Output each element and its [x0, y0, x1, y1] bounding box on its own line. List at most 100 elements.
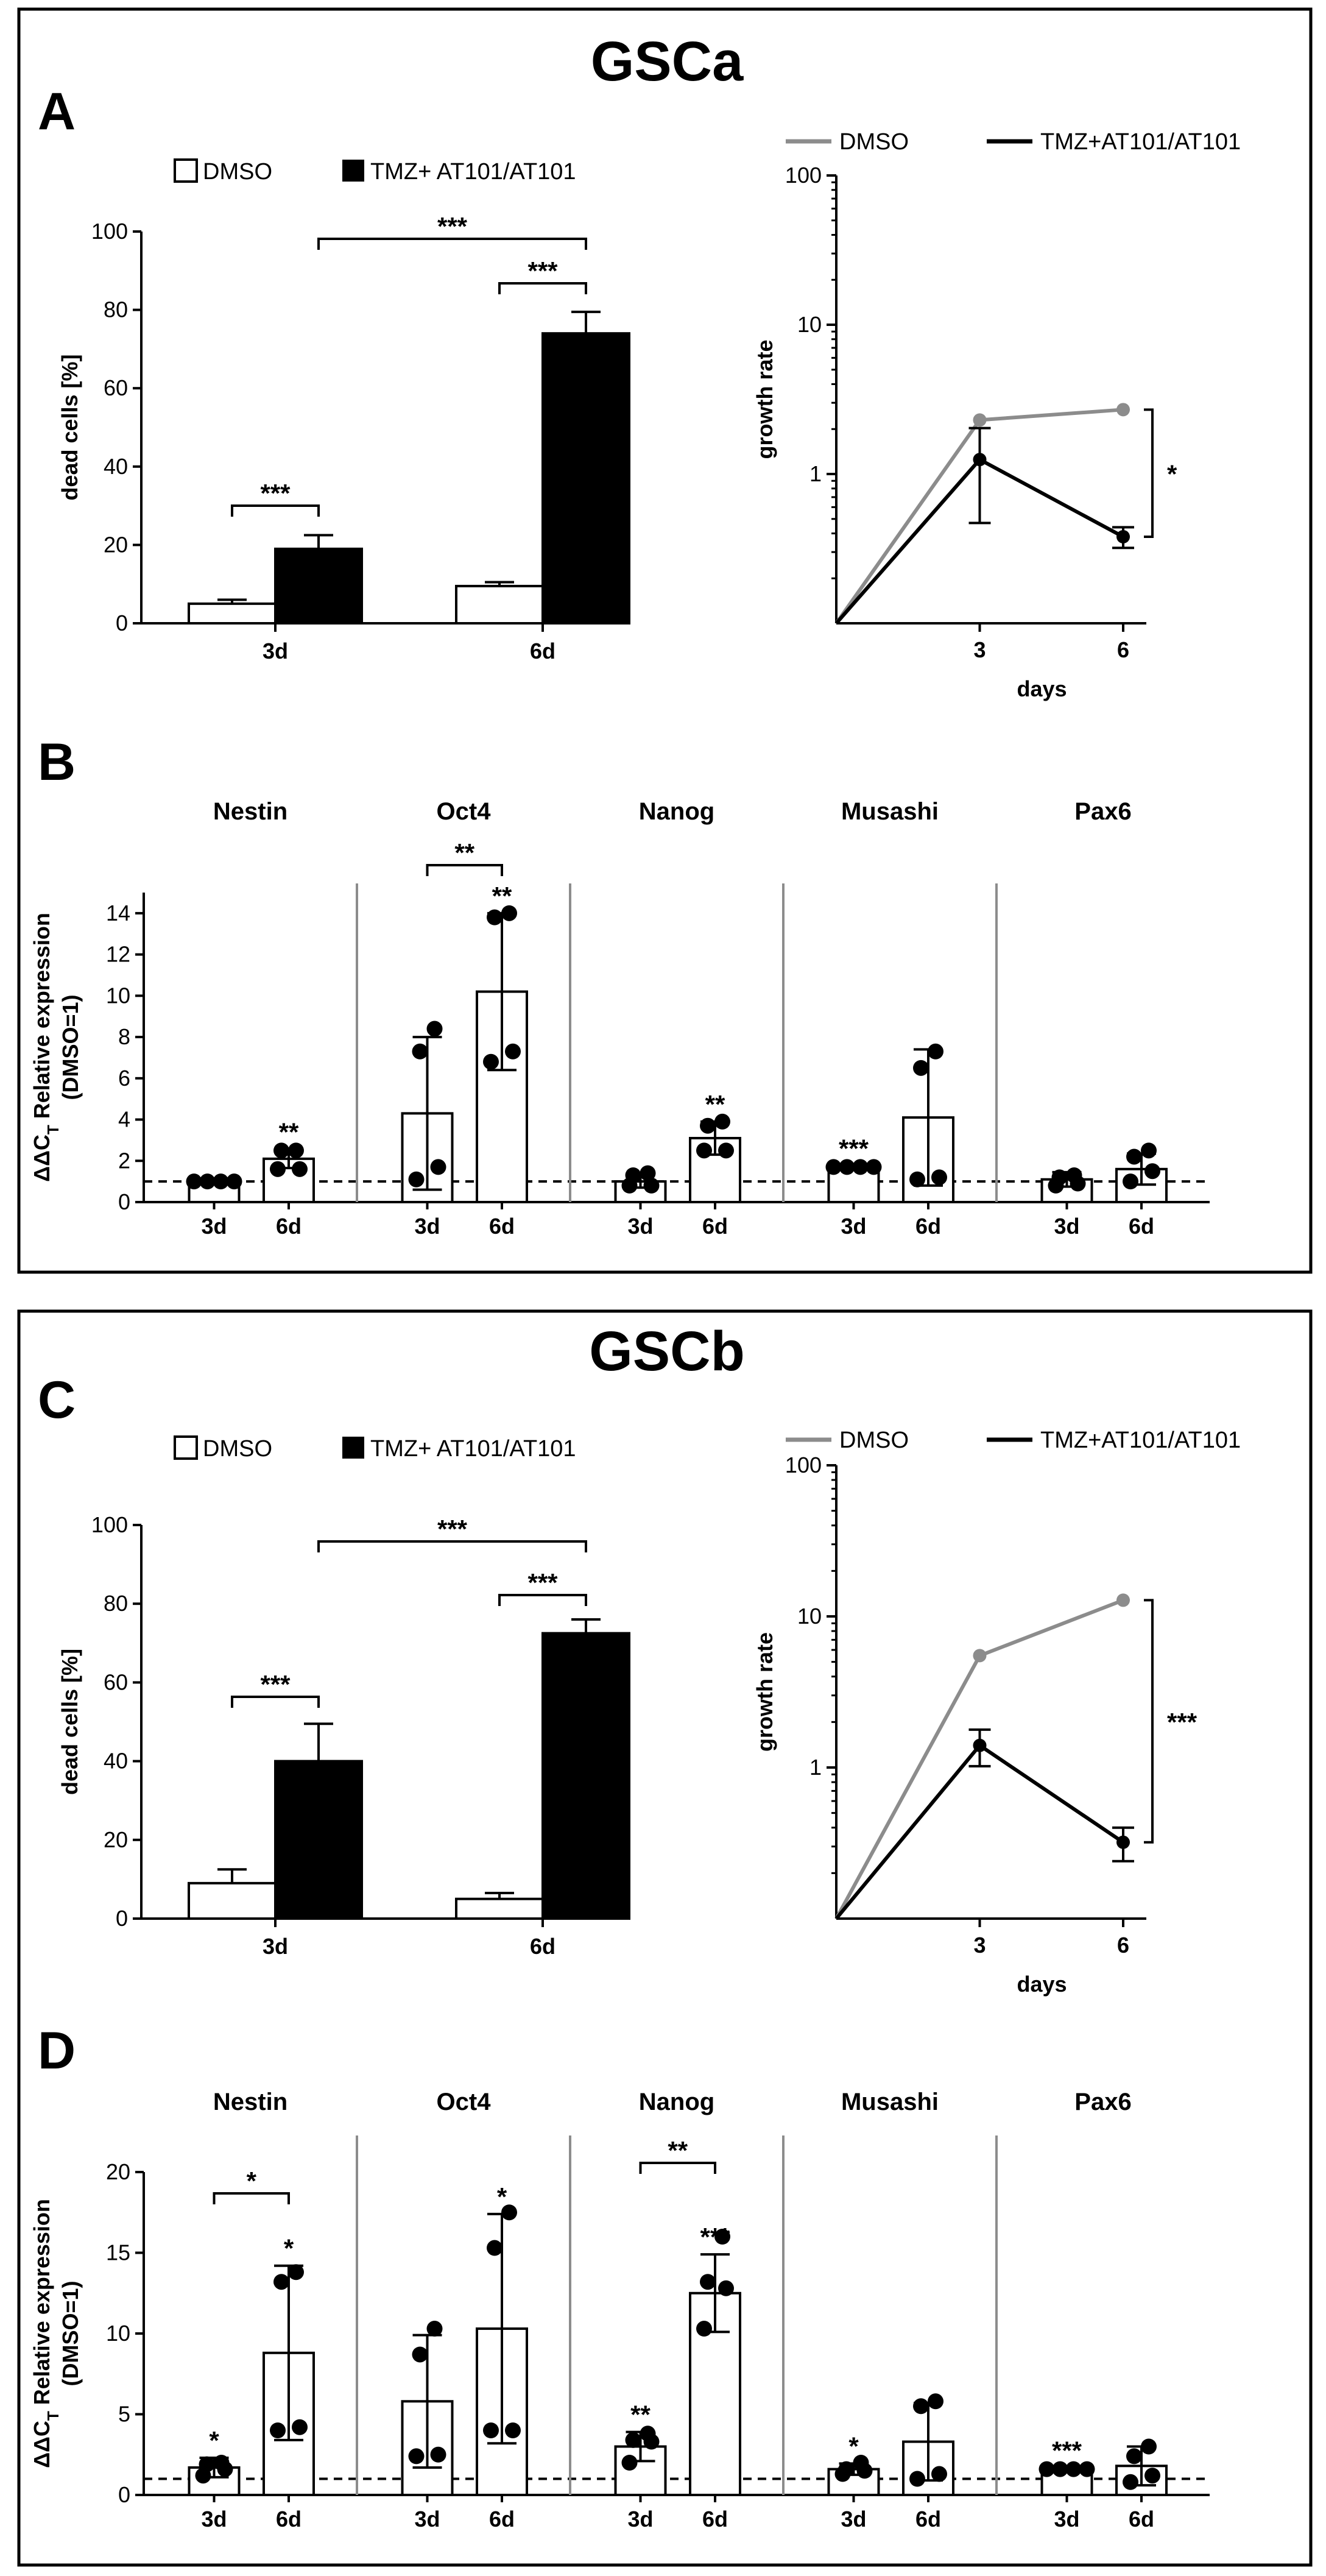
data-point: [1070, 1175, 1086, 1192]
y-label-delta: ΔΔC: [29, 1134, 54, 1182]
y-tick-label: 0: [116, 610, 128, 635]
data-point: [426, 2321, 443, 2337]
x-tick-label: 3: [973, 637, 986, 662]
legend-label-dmso: DMSO: [203, 159, 272, 185]
significance-bracket: [231, 504, 320, 517]
data-point: [487, 2240, 503, 2256]
gene-label: Pax6: [1074, 798, 1131, 825]
significance-label: **: [668, 2136, 688, 2165]
significance-label: *: [247, 2167, 257, 2195]
x-tick-label: 3: [973, 1933, 986, 1958]
bar-tmz: [274, 547, 363, 625]
significance-label: ***: [700, 2223, 730, 2251]
data-point: [643, 1177, 660, 1194]
legend-label-tmz: TMZ+AT101/AT101: [1040, 129, 1241, 155]
data-point: [292, 1161, 308, 1177]
chart-b-expression: 0 2 4 6 8 10 12 14 ΔΔCT Relative expression (DMSO…: [29, 798, 1210, 1239]
x-tick-label: 6d: [702, 1214, 728, 1239]
significance-label: **: [454, 838, 474, 867]
significance-bracket: [426, 864, 503, 876]
significance-bracket: [498, 282, 587, 294]
data-point: [1123, 2474, 1138, 2490]
y-axis-label: dead cells [%]: [57, 1649, 82, 1795]
x-tick-label: 3d: [201, 2507, 227, 2532]
y-axis-label: ΔΔCT Relative expression: [29, 2199, 62, 2468]
bar-dmso: [188, 1881, 277, 1920]
gene-label: Pax6: [1074, 2089, 1131, 2115]
data-point: [931, 1169, 947, 1186]
x-tick-label: 3d: [841, 1214, 866, 1239]
y-label-delta: ΔΔC: [29, 2421, 54, 2468]
data-point: [913, 1060, 929, 1076]
data-point: [426, 1021, 443, 1037]
data-point: [430, 1159, 446, 1175]
gene-label: Nanog: [639, 2089, 714, 2115]
y-tick-label: 100: [91, 219, 128, 244]
significance-bracket: [213, 2192, 290, 2204]
legend-line-c: DMSO TMZ+AT101/AT101: [786, 1428, 1241, 1453]
bar-tmz: [274, 1760, 363, 1920]
x-tick-label: 6d: [530, 639, 555, 663]
bar-dmso: [188, 602, 277, 625]
significance-bracket: [231, 1696, 320, 1708]
significance-label: *: [284, 2234, 294, 2263]
significance-label: ***: [1052, 2436, 1082, 2465]
legend-label-tmz: TMZ+ AT101/AT101: [370, 159, 576, 185]
gene-label: Nestin: [213, 798, 287, 825]
gene-label: Musashi: [841, 798, 939, 825]
significance-bracket: [1144, 1599, 1154, 1844]
y-axis-label: ΔΔCT Relative expression: [29, 913, 62, 1182]
chart-a-growth-rate: 1 10 100 3 6 days growth rate *: [752, 163, 1177, 701]
data-point: [195, 2468, 211, 2484]
data-point: [718, 2280, 734, 2296]
y-tick-label: 12: [106, 942, 130, 967]
x-tick-label: 6d: [1129, 1214, 1154, 1239]
data-point: [913, 2398, 929, 2415]
data-point: [700, 2274, 716, 2290]
x-axis-label: days: [1017, 1972, 1067, 1997]
data-point: [621, 2455, 638, 2471]
legend-line-a: DMSO TMZ+AT101/AT101: [786, 129, 1241, 155]
y-tick-label: 2: [118, 1148, 130, 1173]
significance-bracket: [498, 1594, 587, 1606]
data-point: [931, 2466, 947, 2482]
data-point: [213, 1173, 229, 1190]
x-tick-label: 6d: [702, 2507, 728, 2532]
data-point: [1126, 2448, 1142, 2465]
data-point: [1141, 1142, 1157, 1159]
data-point: [501, 905, 517, 921]
y-tick-label: 100: [91, 1512, 128, 1537]
bar-tmz: [541, 1632, 630, 1920]
data-point: [909, 2471, 925, 2487]
legend-label-dmso: DMSO: [839, 1428, 909, 1453]
data-point: [217, 2461, 233, 2477]
data-point: [505, 1043, 521, 1060]
data-point: [834, 2466, 851, 2482]
x-tick-label: 6d: [915, 2507, 941, 2532]
legend-label-dmso: DMSO: [839, 129, 909, 155]
gene-label: Musashi: [841, 2089, 939, 2115]
y-axis-label-line2: (DMSO=1): [58, 2281, 83, 2386]
data-point: [1123, 1173, 1138, 1190]
data-point: [483, 1053, 499, 1070]
y-tick-label: 5: [118, 2402, 130, 2427]
series-line-tmz: [834, 1743, 1124, 1920]
y-tick-label: 40: [104, 1749, 128, 1774]
y-tick-label: 14: [106, 901, 130, 925]
data-point: [852, 1159, 869, 1175]
x-tick-label: 6d: [489, 1214, 515, 1239]
y-tick-label: 80: [104, 297, 128, 322]
x-tick-label: 6d: [915, 1214, 941, 1239]
data-point: [505, 2422, 521, 2438]
legend-bar-c: DMSO TMZ+ AT101/AT101: [174, 1435, 576, 1462]
data-point: [928, 1043, 943, 1060]
y-tick-label: 0: [116, 1906, 128, 1931]
y-tick-label: 100: [785, 163, 822, 188]
x-tick-label: 3d: [263, 639, 288, 663]
x-tick-label: 6d: [276, 2507, 302, 2532]
x-tick-label: 3d: [627, 1214, 653, 1239]
significance-label: ***: [437, 212, 468, 241]
legend-swatch-tmz: [342, 1437, 364, 1459]
data-point: [1144, 1163, 1160, 1180]
data-point: [839, 1159, 855, 1175]
